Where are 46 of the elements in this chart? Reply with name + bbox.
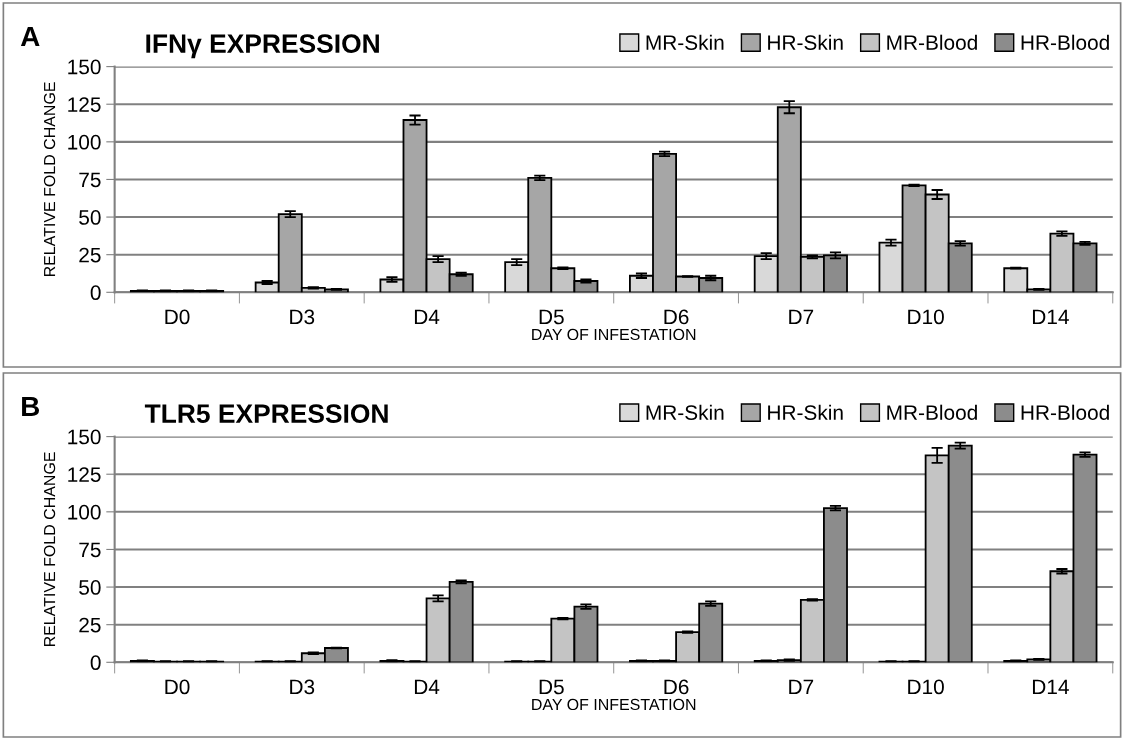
x-tick-label: D7: [789, 309, 814, 325]
legend-label: MR-Blood: [887, 404, 977, 420]
y-tick-label: 125: [68, 97, 101, 112]
x-tick-label: D5: [539, 679, 564, 695]
legend-label: MR-Blood: [887, 34, 977, 50]
x-tick-label: D4: [414, 309, 440, 325]
legend-label: HR-Skin: [768, 404, 843, 420]
y-tick-label: 100: [68, 134, 101, 150]
x-tick-label: D5: [539, 309, 564, 325]
x-tick-label: D0: [165, 679, 190, 695]
legend-label: HR-Blood: [1021, 404, 1109, 420]
y-tick-label: 50: [79, 210, 101, 225]
x-tick-label: D4: [414, 679, 440, 695]
y-axis-title: RELATIVE FOLD CHANGE: [43, 82, 56, 277]
y-tick-label: 25: [79, 247, 101, 263]
y-tick-label: 0: [90, 655, 101, 671]
y-tick-label: 50: [79, 580, 101, 595]
y-tick-label: 75: [79, 172, 101, 188]
y-tick-label: 75: [79, 542, 101, 558]
x-tick-label: D3: [290, 679, 315, 695]
chart-title: TLR5 EXPRESSION: [144, 404, 388, 423]
text: B: [22, 396, 40, 417]
x-tick-label: D14: [1032, 309, 1069, 325]
legend-label: HR-Skin: [768, 34, 843, 50]
x-axis-title: DAY OF INFESTATION: [532, 328, 696, 341]
x-tick-label: D10: [908, 309, 944, 325]
y-tick-label: 100: [68, 504, 101, 520]
chart-title: IFNγ EXPRESSION: [146, 34, 379, 59]
y-tick-label: 150: [68, 429, 101, 445]
x-tick-label: D14: [1032, 679, 1069, 695]
x-tick-label: D7: [789, 679, 814, 695]
y-tick-label: 25: [79, 617, 101, 633]
legend-label: MR-Skin: [646, 404, 724, 420]
x-tick-label: D6: [664, 679, 689, 695]
y-tick-label: 0: [90, 285, 101, 301]
y-tick-label: 150: [68, 59, 101, 75]
x-tick-label: D10: [908, 679, 944, 695]
x-tick-label: D3: [290, 309, 315, 325]
y-axis-title: RELATIVE FOLD CHANGE: [43, 452, 56, 647]
x-tick-label: D6: [664, 309, 689, 325]
y-tick-label: 125: [68, 467, 101, 482]
x-axis-title: DAY OF INFESTATION: [532, 698, 696, 711]
legend-label: MR-Skin: [646, 34, 724, 50]
x-tick-label: D0: [165, 309, 190, 325]
text: A: [20, 26, 40, 47]
legend-label: HR-Blood: [1021, 34, 1109, 50]
